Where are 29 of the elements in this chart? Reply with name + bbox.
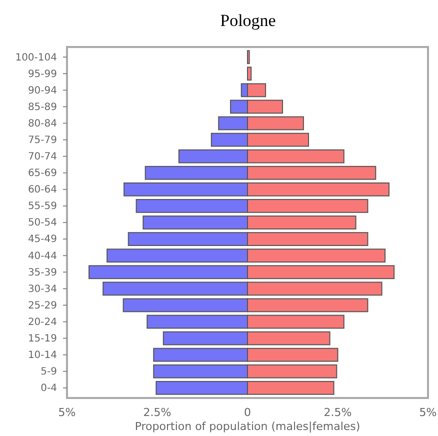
y-tick-label: 100-104 — [15, 52, 57, 64]
y-tick-label: 25-29 — [28, 300, 57, 312]
bar — [247, 66, 252, 81]
x-tick-label: 5% — [419, 406, 437, 419]
x-tick-label: 2.5% — [324, 406, 352, 419]
y-tick-label: 65-69 — [28, 168, 57, 180]
y-tick-label: 10-14 — [28, 350, 57, 362]
y-tick-label: 60-64 — [28, 184, 57, 196]
y-tick-label: 70-74 — [28, 152, 57, 163]
y-tick-label: 90-94 — [28, 85, 57, 96]
y-tick-label: 55-59 — [28, 201, 57, 212]
y-tick-label: 45-49 — [28, 234, 57, 246]
y-tick-label: 40-44 — [28, 250, 57, 262]
y-tick-label: 95-99 — [28, 68, 57, 80]
x-tick-label: 0 — [244, 406, 251, 419]
chart-title: Pologne — [220, 11, 276, 30]
y-tick-label: 5-9 — [40, 366, 57, 378]
y-tick-label: 80-84 — [28, 118, 57, 130]
y-tick-label: 0-4 — [40, 383, 57, 394]
x-tick-label: 5% — [58, 406, 76, 419]
x-axis-title: Proportion of population (males|females) — [134, 420, 360, 433]
x-tick-label: 2.5% — [143, 406, 172, 419]
y-tick-label: 20-24 — [28, 316, 57, 328]
y-tick-label: 30-34 — [28, 284, 57, 295]
y-tick-label: 50-54 — [28, 218, 57, 229]
y-tick-label: 15-19 — [28, 333, 57, 344]
y-tick-label: 85-89 — [28, 102, 57, 113]
y-tick-label: 35-39 — [28, 267, 57, 278]
y-tick-label: 75-79 — [28, 134, 57, 146]
